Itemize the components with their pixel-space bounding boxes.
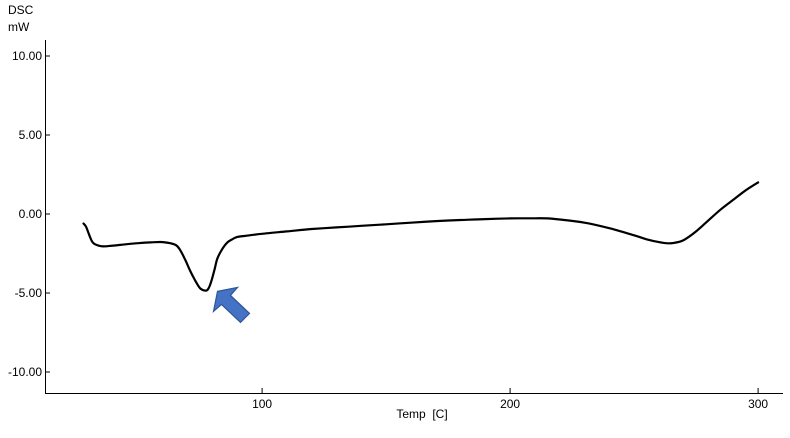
y-axis-title-line1: DSC (8, 3, 34, 17)
x-tick-label: 200 (500, 397, 520, 411)
x-tick-label: 100 (252, 397, 272, 411)
x-tick-label: 300 (748, 397, 768, 411)
x-ticks: 100 200 300 (252, 388, 768, 411)
y-tick-label: -10.00 (8, 365, 42, 379)
y-axis-title-line2: mW (8, 20, 30, 34)
y-ticks: 10.00 5.00 0.00 -5.00 -10.00 (8, 49, 50, 379)
y-tick-label: 5.00 (19, 128, 43, 142)
y-tick-label: -5.00 (15, 286, 43, 300)
y-tick-label: 0.00 (19, 207, 43, 221)
dsc-series-line (82, 181, 760, 292)
x-axis-title: Temp [C] (396, 407, 447, 421)
y-tick-label: 10.00 (12, 49, 42, 63)
annotation-arrow-icon (212, 286, 251, 324)
